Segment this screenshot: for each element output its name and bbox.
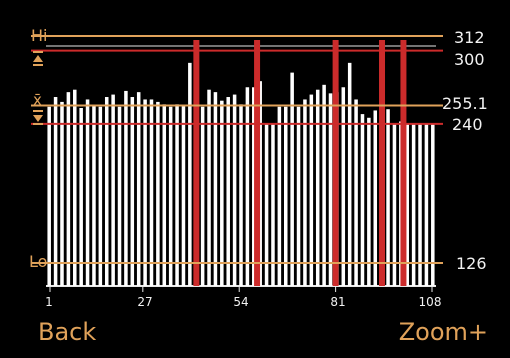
histogram-bar [136, 92, 141, 286]
histogram-bar [258, 81, 262, 286]
histogram-bar [341, 87, 346, 287]
histogram-bar [367, 117, 371, 286]
histogram-bar [85, 99, 90, 286]
lower-limit-value-label: 240 [452, 115, 483, 134]
histogram-bar [130, 97, 135, 286]
histogram-bar [309, 94, 314, 286]
reference-lines [31, 35, 443, 264]
x-tick-label: 1 [45, 295, 53, 309]
highlight-marker [379, 40, 386, 286]
histogram-bar [296, 106, 301, 286]
histogram-bar [181, 105, 186, 286]
histogram-bar [322, 84, 326, 287]
x-tick-label: 54 [233, 295, 249, 309]
histogram-bar [386, 109, 390, 287]
histogram-bar [226, 97, 230, 286]
histogram-bar [405, 123, 409, 286]
lower-limit-icon [33, 110, 43, 125]
histogram-bar [213, 92, 218, 286]
highlight-marker [193, 40, 200, 286]
histogram-bar [66, 92, 71, 286]
histogram-bar [431, 123, 435, 286]
histogram-bar [117, 106, 122, 286]
lo-value-label: 126 [456, 254, 487, 273]
mean-value-label: 255.1 [442, 94, 488, 113]
histogram-bar [111, 94, 115, 286]
histogram-bar [271, 123, 275, 286]
histogram-bar [360, 114, 365, 286]
histogram-bar [411, 123, 416, 286]
histogram-bar [104, 97, 109, 286]
histogram-bar [124, 90, 128, 286]
bars-group [47, 40, 435, 287]
histogram-bar [315, 89, 320, 287]
histogram-bar [220, 100, 224, 286]
histogram-bar [175, 104, 179, 286]
histogram-bar [73, 89, 77, 287]
histogram-bar [277, 106, 282, 286]
histogram-bar [245, 87, 250, 287]
histogram-bar [239, 104, 243, 286]
upper-limit-value-label: 300 [454, 50, 485, 69]
highlight-marker [400, 40, 407, 286]
histogram-bar [188, 62, 192, 287]
histogram-bar [156, 101, 160, 286]
histogram-bar [264, 123, 269, 286]
histogram-bar [207, 89, 211, 287]
histogram-bar [290, 72, 294, 286]
histogram-bar [162, 104, 167, 286]
back-button[interactable]: Back [38, 318, 97, 346]
upper-limit-icon [33, 51, 43, 66]
histogram-bar [392, 123, 397, 286]
histogram-bar [373, 110, 378, 287]
x-tick-label: 27 [137, 295, 153, 309]
hi-label: Hi [31, 26, 48, 45]
x-tick-marks [49, 286, 433, 292]
histogram-bar [283, 106, 288, 286]
histogram-bar [354, 99, 358, 286]
histogram-bar [347, 62, 352, 287]
histogram-bar [232, 94, 237, 286]
x-tick-label: 108 [418, 295, 442, 309]
histogram-bar [79, 108, 83, 287]
histogram-bar [143, 99, 147, 286]
histogram-bar [168, 106, 173, 286]
histogram-bar [252, 87, 256, 287]
histogram-bar [418, 123, 422, 286]
histogram-bar [424, 123, 429, 286]
lo-label: Lo [29, 252, 48, 271]
histogram-bar [303, 99, 307, 286]
histogram-bar [53, 97, 58, 286]
histogram-bar [200, 106, 205, 286]
histogram-bar [98, 106, 103, 286]
histogram-bar [328, 93, 333, 286]
mean-label: x̄ [33, 91, 42, 109]
x-tick-label: 81 [330, 295, 346, 309]
histogram-bar [47, 106, 51, 286]
histogram-bar [60, 101, 64, 286]
highlight-marker [254, 40, 261, 286]
hi-value-label: 312 [454, 28, 485, 47]
histogram-bar [149, 99, 154, 286]
histogram-bar [92, 105, 96, 286]
zoom-in-button[interactable]: Zoom+ [398, 318, 488, 346]
highlight-marker [332, 40, 339, 286]
